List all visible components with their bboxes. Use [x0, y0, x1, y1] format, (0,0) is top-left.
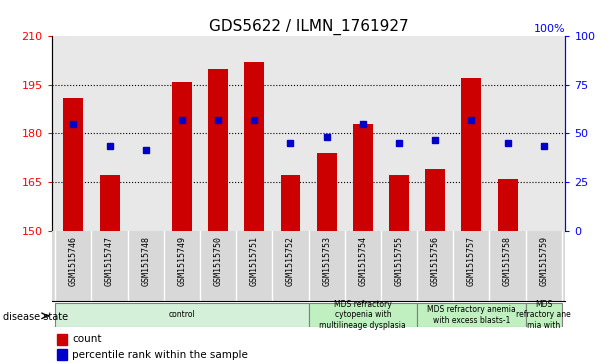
Text: GSM1515758: GSM1515758: [503, 236, 512, 286]
Text: GSM1515746: GSM1515746: [69, 236, 78, 286]
Text: GSM1515754: GSM1515754: [358, 236, 367, 286]
Bar: [57, 334, 67, 345]
Bar: [417, 303, 526, 327]
Text: disease state: disease state: [3, 311, 68, 322]
Bar: [63, 98, 83, 231]
Text: GSM1515755: GSM1515755: [395, 236, 404, 286]
Bar: [100, 175, 120, 231]
Bar: [57, 349, 67, 360]
Text: GSM1515752: GSM1515752: [286, 236, 295, 286]
Bar: [389, 175, 409, 231]
Bar: [461, 78, 482, 231]
Text: GSM1515748: GSM1515748: [141, 236, 150, 286]
Bar: [353, 124, 373, 231]
Bar: [497, 179, 517, 231]
Text: control: control: [168, 310, 195, 319]
Bar: [526, 303, 562, 327]
Bar: [425, 169, 445, 231]
Bar: [280, 175, 300, 231]
Text: GSM1515751: GSM1515751: [250, 236, 259, 286]
Text: MDS
refractory ane
mia with: MDS refractory ane mia with: [516, 300, 571, 330]
Text: count: count: [72, 334, 102, 344]
Text: GSM1515756: GSM1515756: [430, 236, 440, 286]
Text: GSM1515757: GSM1515757: [467, 236, 476, 286]
Text: MDS refractory
cytopenia with
multilineage dysplasia: MDS refractory cytopenia with multilinea…: [319, 300, 406, 330]
Title: GDS5622 / ILMN_1761927: GDS5622 / ILMN_1761927: [209, 19, 409, 35]
Text: 100%: 100%: [534, 24, 565, 34]
Bar: [244, 62, 264, 231]
Text: percentile rank within the sample: percentile rank within the sample: [72, 350, 248, 359]
Bar: [317, 153, 337, 231]
Text: GSM1515749: GSM1515749: [178, 236, 187, 286]
Text: GSM1515759: GSM1515759: [539, 236, 548, 286]
Bar: [172, 82, 192, 231]
Text: MDS refractory anemia
with excess blasts-1: MDS refractory anemia with excess blasts…: [427, 305, 516, 325]
Text: GSM1515753: GSM1515753: [322, 236, 331, 286]
Bar: [55, 303, 308, 327]
Text: GSM1515750: GSM1515750: [213, 236, 223, 286]
Text: GSM1515747: GSM1515747: [105, 236, 114, 286]
Bar: [308, 303, 417, 327]
Bar: [208, 69, 228, 231]
